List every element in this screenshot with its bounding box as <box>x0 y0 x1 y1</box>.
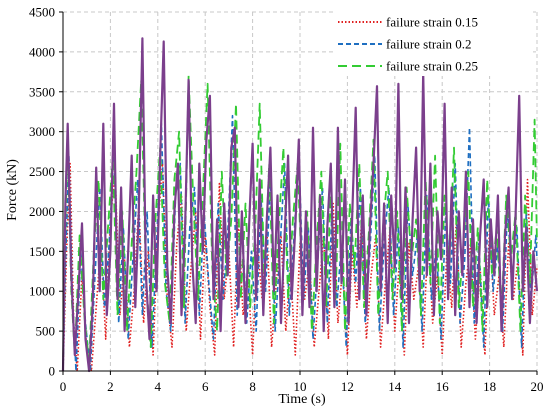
x-tick-label: 12 <box>341 379 354 394</box>
y-tick-label: 500 <box>36 324 56 339</box>
x-axis-title: Time (s) <box>278 392 326 407</box>
y-tick-label: 3500 <box>29 84 55 99</box>
x-axis-ticks: 0 2 4 6 8 10 12 14 16 18 20 <box>60 371 544 394</box>
legend-label: failure strain 0.15 <box>386 15 478 30</box>
x-tick: 0 <box>60 371 67 394</box>
x-tick-label: 10 <box>294 379 307 394</box>
y-tick: 3500 <box>29 84 63 99</box>
y-tick: 4500 <box>29 5 63 20</box>
legend-label: failure strain 0.25 <box>386 59 478 74</box>
x-tick: 10 <box>294 371 307 394</box>
y-tick-label: 0 <box>49 364 56 379</box>
x-tick: 14 <box>388 371 402 394</box>
x-tick-label: 14 <box>388 379 402 394</box>
x-tick: 16 <box>436 371 450 394</box>
legend: failure strain 0.15 failure strain 0.2 fai… <box>333 10 533 76</box>
y-tick: 0 <box>49 364 63 379</box>
series-line-1 <box>62 162 538 372</box>
y-tick: 1500 <box>29 244 63 259</box>
series-lines <box>61 37 539 373</box>
y-axis-title: Force (kN) <box>5 159 20 221</box>
y-tick-label: 4000 <box>29 44 55 59</box>
y-tick: 1000 <box>29 284 63 299</box>
y-tick-label: 1000 <box>29 284 55 299</box>
x-tick-label: 6 <box>202 379 209 394</box>
y-tick: 2500 <box>29 164 63 179</box>
y-tick: 4000 <box>29 44 63 59</box>
y-tick: 3000 <box>29 124 63 139</box>
x-tick: 2 <box>107 371 114 394</box>
y-tick-label: 3000 <box>29 124 55 139</box>
y-tick-label: 2000 <box>29 204 55 219</box>
x-tick: 20 <box>531 371 544 394</box>
y-tick-label: 1500 <box>29 244 55 259</box>
x-tick-label: 4 <box>155 379 162 394</box>
x-tick-label: 16 <box>436 379 450 394</box>
x-tick-label: 8 <box>249 379 256 394</box>
x-tick-label: 18 <box>483 379 496 394</box>
legend-label: failure strain 0.2 <box>386 37 472 52</box>
series-line-4 <box>61 37 539 373</box>
x-tick-label: 2 <box>107 379 114 394</box>
x-tick: 4 <box>155 371 162 394</box>
y-tick: 500 <box>36 324 63 339</box>
y-axis-ticks: 0 500 1000 1500 2000 2500 3000 3500 4000 4500 <box>29 5 63 379</box>
y-tick: 2000 <box>29 204 63 219</box>
x-tick: 8 <box>249 371 256 394</box>
y-tick-label: 4500 <box>29 5 55 20</box>
x-tick: 18 <box>483 371 496 394</box>
x-tick: 12 <box>341 371 354 394</box>
x-tick: 6 <box>202 371 209 394</box>
x-tick-label: 20 <box>531 379 544 394</box>
y-tick-label: 2500 <box>29 164 55 179</box>
x-tick-label: 0 <box>60 379 67 394</box>
